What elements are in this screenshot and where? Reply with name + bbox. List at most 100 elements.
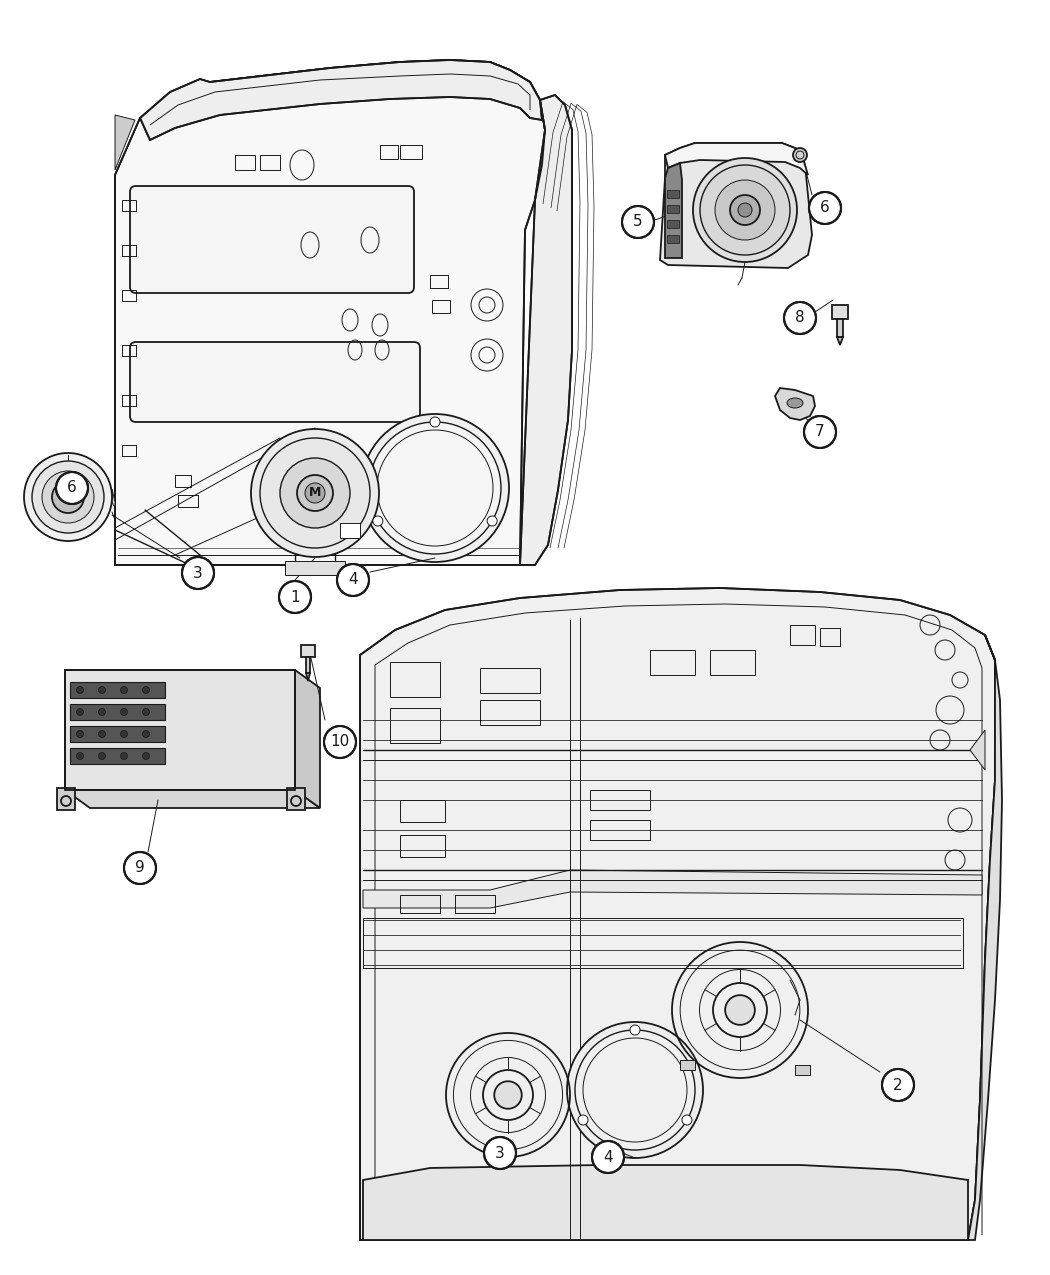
- Bar: [432, 300, 450, 312]
- Bar: [820, 629, 840, 646]
- Circle shape: [484, 1137, 516, 1169]
- Circle shape: [681, 1116, 692, 1125]
- Circle shape: [715, 180, 775, 240]
- Bar: [400, 895, 440, 913]
- Circle shape: [32, 462, 104, 533]
- Bar: [832, 305, 848, 319]
- Bar: [70, 748, 165, 764]
- Polygon shape: [363, 870, 982, 908]
- Text: 9: 9: [135, 861, 145, 876]
- FancyBboxPatch shape: [130, 342, 420, 422]
- Circle shape: [143, 686, 149, 694]
- Text: 10: 10: [331, 734, 350, 750]
- Polygon shape: [112, 490, 116, 507]
- Text: 3: 3: [496, 1145, 505, 1160]
- Bar: [122, 245, 136, 256]
- Polygon shape: [837, 337, 843, 346]
- Circle shape: [882, 1068, 914, 1102]
- Bar: [380, 145, 398, 159]
- Circle shape: [24, 453, 112, 541]
- Bar: [430, 275, 448, 288]
- Bar: [400, 799, 445, 822]
- Bar: [340, 523, 360, 538]
- Circle shape: [567, 1023, 704, 1158]
- Bar: [70, 704, 165, 720]
- Circle shape: [121, 731, 127, 737]
- Text: 6: 6: [67, 481, 77, 496]
- Bar: [390, 708, 440, 743]
- Bar: [122, 395, 136, 405]
- Polygon shape: [968, 635, 1002, 1241]
- Circle shape: [52, 481, 84, 513]
- Polygon shape: [65, 669, 295, 790]
- Polygon shape: [363, 1165, 968, 1241]
- Text: 7: 7: [815, 425, 825, 440]
- Bar: [795, 1065, 810, 1075]
- Circle shape: [143, 731, 149, 737]
- Circle shape: [121, 709, 127, 715]
- Bar: [650, 650, 695, 674]
- Circle shape: [804, 416, 836, 448]
- Bar: [122, 289, 136, 301]
- Bar: [667, 235, 679, 244]
- Circle shape: [77, 686, 84, 694]
- Text: 6: 6: [820, 200, 830, 215]
- Bar: [70, 682, 165, 697]
- Bar: [175, 476, 191, 487]
- Circle shape: [430, 417, 440, 427]
- Circle shape: [575, 1030, 695, 1150]
- Circle shape: [373, 516, 383, 527]
- Circle shape: [793, 148, 807, 162]
- Bar: [590, 820, 650, 840]
- Bar: [590, 790, 650, 810]
- Circle shape: [56, 472, 88, 504]
- Bar: [363, 918, 963, 968]
- Circle shape: [726, 996, 755, 1025]
- Bar: [400, 145, 422, 159]
- Circle shape: [260, 439, 370, 548]
- Circle shape: [324, 725, 356, 759]
- Bar: [837, 319, 843, 337]
- Bar: [287, 788, 304, 810]
- Circle shape: [77, 752, 84, 760]
- Polygon shape: [65, 790, 320, 808]
- Polygon shape: [665, 163, 682, 258]
- Bar: [480, 668, 540, 694]
- Circle shape: [579, 1116, 588, 1125]
- Bar: [122, 445, 136, 456]
- Circle shape: [42, 470, 94, 523]
- Bar: [667, 221, 679, 228]
- Bar: [235, 156, 255, 170]
- Text: 8: 8: [795, 311, 804, 325]
- Polygon shape: [660, 143, 812, 268]
- Bar: [400, 835, 445, 857]
- Circle shape: [361, 414, 509, 562]
- Bar: [480, 700, 540, 725]
- Circle shape: [143, 709, 149, 715]
- Bar: [57, 788, 75, 810]
- Bar: [260, 156, 280, 170]
- Circle shape: [808, 193, 841, 224]
- Circle shape: [297, 476, 333, 511]
- Bar: [306, 657, 310, 673]
- Polygon shape: [665, 143, 808, 175]
- Text: M: M: [309, 487, 321, 500]
- Circle shape: [77, 731, 84, 737]
- Polygon shape: [775, 388, 815, 419]
- Circle shape: [738, 203, 752, 217]
- Polygon shape: [360, 588, 995, 1241]
- Polygon shape: [306, 673, 310, 681]
- Text: 1: 1: [290, 589, 300, 604]
- Circle shape: [121, 752, 127, 760]
- Bar: [680, 1060, 695, 1070]
- Bar: [710, 650, 755, 674]
- Circle shape: [622, 207, 654, 238]
- Text: 4: 4: [349, 572, 358, 588]
- Ellipse shape: [788, 398, 803, 408]
- Circle shape: [495, 1081, 522, 1109]
- Circle shape: [693, 158, 797, 261]
- Bar: [122, 346, 136, 356]
- Circle shape: [487, 516, 497, 527]
- FancyBboxPatch shape: [130, 186, 414, 293]
- Circle shape: [784, 302, 816, 334]
